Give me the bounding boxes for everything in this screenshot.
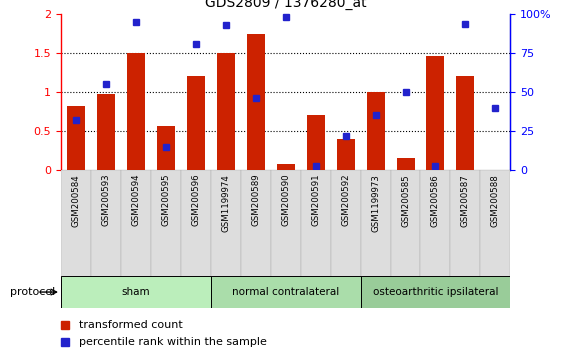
Text: GSM200586: GSM200586 xyxy=(431,174,440,227)
Bar xyxy=(121,170,151,179)
Text: GSM200589: GSM200589 xyxy=(251,174,260,227)
Text: GSM1199973: GSM1199973 xyxy=(371,174,380,232)
Bar xyxy=(61,170,91,301)
Bar xyxy=(420,170,451,301)
Text: GSM200592: GSM200592 xyxy=(341,174,350,227)
Text: percentile rank within the sample: percentile rank within the sample xyxy=(79,337,267,347)
Bar xyxy=(91,170,121,179)
Bar xyxy=(480,170,510,301)
Bar xyxy=(217,53,235,170)
Bar xyxy=(121,170,151,301)
Bar xyxy=(241,170,271,301)
Bar xyxy=(331,170,361,179)
Text: osteoarthritic ipsilateral: osteoarthritic ipsilateral xyxy=(373,287,498,297)
Text: GSM200595: GSM200595 xyxy=(161,174,171,227)
Text: GSM200584: GSM200584 xyxy=(71,174,81,227)
Text: GSM200591: GSM200591 xyxy=(311,174,320,227)
Bar xyxy=(390,170,420,301)
Bar xyxy=(336,139,354,170)
Bar xyxy=(451,170,480,301)
Text: transformed count: transformed count xyxy=(79,320,183,330)
Bar xyxy=(181,170,211,179)
Bar xyxy=(241,170,271,179)
Bar xyxy=(97,95,115,170)
Bar xyxy=(127,53,145,170)
Text: GSM1199974: GSM1199974 xyxy=(221,174,230,232)
Bar xyxy=(181,170,211,301)
Bar xyxy=(426,56,444,170)
Bar xyxy=(480,170,510,179)
Bar xyxy=(397,158,415,170)
Bar xyxy=(367,92,385,170)
Bar xyxy=(271,170,300,301)
Title: GDS2809 / 1376280_at: GDS2809 / 1376280_at xyxy=(205,0,367,10)
Text: GSM200587: GSM200587 xyxy=(461,174,470,227)
Text: GSM200593: GSM200593 xyxy=(102,174,110,227)
Bar xyxy=(361,276,510,308)
Bar xyxy=(61,170,91,179)
Text: GSM200594: GSM200594 xyxy=(131,174,140,227)
Bar xyxy=(361,170,390,301)
Bar xyxy=(361,170,390,179)
Text: protocol: protocol xyxy=(10,287,55,297)
Bar xyxy=(211,170,241,301)
Bar xyxy=(67,106,85,170)
Bar xyxy=(300,170,331,301)
Bar xyxy=(300,170,331,179)
Bar xyxy=(451,170,480,179)
Bar xyxy=(157,126,175,170)
Bar xyxy=(331,170,361,301)
Text: sham: sham xyxy=(121,287,150,297)
Bar xyxy=(211,276,361,308)
Bar xyxy=(271,170,300,179)
Text: normal contralateral: normal contralateral xyxy=(232,287,339,297)
Text: GSM200596: GSM200596 xyxy=(191,174,200,227)
Text: GSM200585: GSM200585 xyxy=(401,174,410,227)
Bar xyxy=(390,170,420,179)
Bar xyxy=(187,76,205,170)
Text: GSM200588: GSM200588 xyxy=(491,174,500,227)
Bar xyxy=(151,170,181,301)
Bar xyxy=(151,170,181,179)
Bar xyxy=(456,76,474,170)
Bar xyxy=(420,170,451,179)
Bar xyxy=(61,276,211,308)
Bar xyxy=(246,34,264,170)
Bar xyxy=(91,170,121,301)
Bar xyxy=(307,115,325,170)
Bar xyxy=(277,165,295,170)
Text: GSM200590: GSM200590 xyxy=(281,174,290,227)
Bar xyxy=(211,170,241,179)
